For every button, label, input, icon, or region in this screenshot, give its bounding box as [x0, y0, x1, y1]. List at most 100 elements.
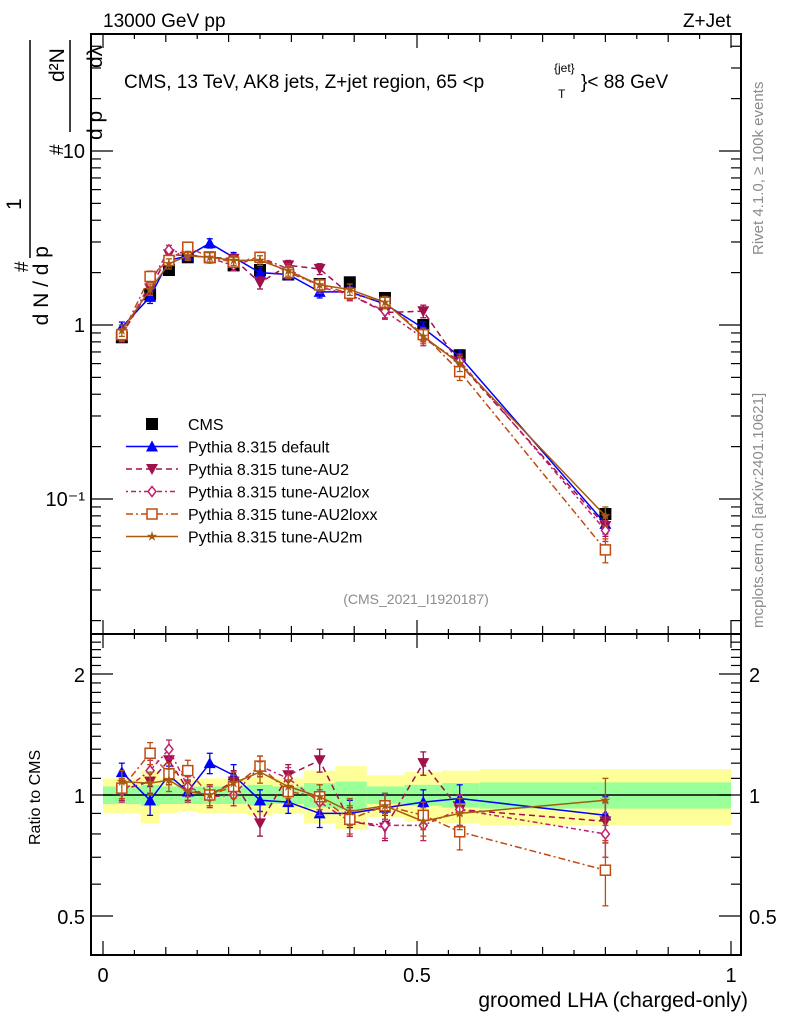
data-point [254, 794, 266, 806]
series-line [121, 747, 606, 835]
legend-label: Pythia 8.315 tune-AU2lox [188, 485, 369, 502]
legend-marker [146, 464, 158, 475]
data-point [454, 358, 465, 369]
main-cms [115, 251, 612, 521]
ratio-y-tick-label-right: 2 [749, 665, 760, 687]
data-point [314, 279, 325, 290]
data-point [314, 791, 325, 802]
data-point [313, 755, 326, 767]
title-main: CMS, 13 TeV, AK8 jets, Z+jet region, 65 … [124, 72, 484, 93]
data-point [162, 755, 175, 767]
legend-label: Pythia 8.315 tune-AU2loxx [188, 507, 377, 524]
legend-label: CMS [188, 417, 224, 434]
legend-marker [147, 485, 157, 498]
data-point [204, 789, 215, 800]
legend-label: Pythia 8.315 tune-AU2m [188, 530, 362, 547]
data-point [418, 815, 429, 826]
svg-text:dλ: dλ [84, 45, 107, 68]
data-point [163, 774, 175, 785]
legend-item: Pythia 8.315 default [126, 440, 330, 457]
data-point [144, 290, 157, 302]
title-tail: }< 88 GeV [581, 72, 668, 93]
svg-text:#: # [12, 261, 33, 272]
main-y-tick-label: 1 [74, 315, 85, 337]
data-point [228, 777, 239, 788]
data-point [254, 254, 266, 265]
legend-marker [146, 418, 158, 430]
legend-item: Pythia 8.315 tune-AU2loxx [126, 507, 377, 524]
data-point [144, 794, 157, 806]
series-line [121, 246, 606, 551]
data-point [380, 305, 390, 318]
rivet-version-label: Rivet 4.1.0, ≥ 100k events [750, 82, 767, 255]
legend-item: Pythia 8.315 tune-AU2lox [126, 485, 369, 502]
data-point [182, 250, 193, 261]
data-point [600, 524, 611, 537]
data-point [417, 758, 430, 770]
data-point [599, 544, 612, 556]
data-point [454, 807, 465, 818]
main-y-axis-label: # d N / d p 1 # d p d²N dλ [3, 40, 107, 325]
data-point [254, 766, 266, 777]
x-tick-label: 1 [725, 965, 736, 987]
legend-item: Pythia 8.315 tune-AU2 [126, 462, 349, 479]
ratio-y-tick-label-right: 0.5 [749, 907, 777, 929]
data-point [254, 818, 266, 830]
svg-text:d²N: d²N [46, 48, 69, 82]
data-point [144, 270, 156, 283]
main-y-tick-label: 10⁻¹ [46, 489, 86, 511]
data-point [163, 258, 175, 269]
title-sup: {jet} [554, 61, 575, 75]
data-point [204, 251, 215, 262]
data-point [182, 786, 193, 796]
data-point [344, 806, 355, 816]
ratio-y-axis-label: Ratio to CMS [27, 750, 44, 845]
legend-item: Pythia 8.315 tune-AU2m [126, 530, 362, 547]
series-line [121, 253, 606, 527]
data-point [313, 263, 326, 275]
data-point [343, 276, 356, 289]
svg-text:d p: d p [84, 111, 107, 140]
data-point [379, 296, 391, 307]
data-point [116, 776, 128, 786]
energy-label: 13000 GeV pp [103, 11, 226, 32]
data-point [116, 325, 128, 335]
main-pythia-8-315-tune-au2m [116, 250, 611, 527]
data-point [599, 864, 612, 876]
legend: CMS Pythia 8.315 default Pythia 8.315 tune… [126, 417, 377, 547]
ratio-y-tick-label: 1 [74, 786, 85, 808]
data-point [163, 742, 174, 756]
legend-marker [146, 531, 158, 541]
data-point [344, 284, 355, 294]
analysis-reference: (CMS_2021_I1920187) [343, 591, 489, 607]
data-point [254, 277, 266, 289]
ratio-y-tick-label: 2 [74, 665, 85, 687]
main-series [115, 237, 612, 564]
data-point [228, 254, 239, 265]
axes: 0 0.5 1 10⁻¹ 1 10 0.5 0.5 1 1 2 2 [46, 33, 777, 987]
legend-label: Pythia 8.315 tune-AU2 [188, 462, 349, 479]
mcplots-label: mcplots.cern.ch [arXiv:2401.10621] [750, 393, 767, 628]
legend-marker [146, 508, 158, 520]
data-point [417, 306, 430, 318]
legend-item: CMS [146, 417, 224, 434]
svg-text:d N / d p: d N / d p [30, 246, 53, 325]
data-point [600, 827, 611, 841]
ratio-pythia-8-315-tune-au2m [116, 761, 611, 837]
ratio-series [115, 739, 612, 907]
data-point [600, 794, 611, 805]
plot-title: CMS, 13 TeV, AK8 jets, Z+jet region, 65 … [124, 61, 668, 101]
series-line [121, 242, 606, 525]
svg-text:#: # [47, 144, 68, 155]
data-point [182, 764, 194, 777]
ratio-uncertainty-bands [103, 766, 731, 830]
title-sub: T [558, 87, 566, 101]
ratio-y-tick-label: 0.5 [57, 907, 85, 929]
data-point [418, 330, 429, 341]
data-point [283, 265, 294, 276]
data-point [203, 757, 216, 769]
data-point [203, 237, 216, 249]
data-point [144, 284, 156, 294]
series-line [121, 759, 606, 829]
